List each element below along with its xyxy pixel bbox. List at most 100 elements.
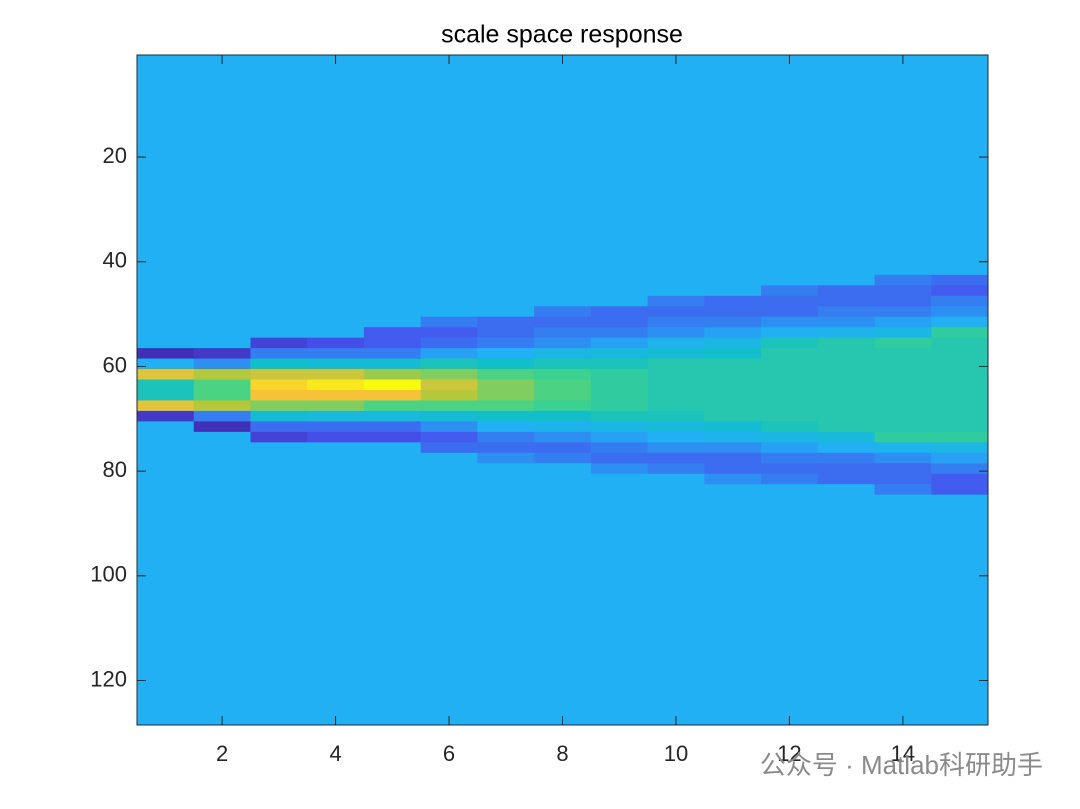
heatmap-cell: [874, 484, 932, 496]
heatmap-cell: [647, 505, 705, 726]
heatmap-cell: [704, 484, 762, 496]
heatmap-cell: [250, 55, 308, 276]
heatmap-cell: [534, 452, 592, 464]
heatmap-cell: [137, 369, 195, 381]
heatmap-cell: [761, 390, 819, 401]
heatmap-cell: [250, 431, 308, 443]
heatmap-cell: [250, 327, 308, 339]
heatmap-cell: [590, 306, 649, 318]
heatmap-cell: [874, 337, 932, 349]
y-tick-label: 80: [103, 457, 127, 482]
heatmap-cell: [534, 400, 592, 412]
heatmap-cell: [363, 295, 422, 307]
heatmap-cell: [193, 358, 251, 370]
heatmap-cell: [590, 295, 649, 307]
heatmap-cell: [590, 463, 649, 475]
heatmap-cell: [647, 327, 705, 339]
heatmap-cell: [477, 505, 535, 726]
heatmap-cell: [193, 390, 251, 401]
heatmap-cell: [931, 421, 989, 433]
heatmap-cell: [363, 484, 422, 496]
heatmap-cell: [874, 390, 932, 401]
heatmap-cell: [931, 327, 989, 339]
heatmap-cell: [817, 348, 876, 360]
heatmap-cell: [307, 55, 365, 276]
heatmap-cell: [193, 473, 251, 485]
y-tick-label: 40: [103, 248, 127, 273]
heatmap-cell: [250, 484, 308, 496]
heatmap-cell: [534, 390, 592, 401]
heatmap-cell: [250, 452, 308, 464]
heatmap-cell: [534, 379, 592, 391]
heatmap-cell: [477, 452, 535, 464]
heatmap-cell: [874, 295, 932, 307]
heatmap-cell: [647, 442, 705, 454]
heatmap-cell: [874, 327, 932, 339]
heatmap-cell: [874, 505, 932, 726]
x-tick-label: 12: [777, 741, 801, 766]
heatmap-cell: [420, 274, 478, 286]
heatmap-cell: [363, 390, 422, 401]
heatmap-cell: [761, 463, 819, 475]
x-tick-label: 2: [216, 741, 228, 766]
heatmap-cell: [307, 306, 365, 318]
heatmap-cell: [761, 431, 819, 443]
heatmap-cell: [761, 274, 819, 286]
heatmap-cell: [874, 379, 932, 391]
heatmap-cell: [534, 505, 592, 726]
heatmap-cell: [420, 285, 478, 297]
heatmap-cell: [704, 306, 762, 318]
heatmap-cell: [363, 316, 422, 328]
heatmap-cell: [761, 369, 819, 381]
heatmap-cell: [704, 410, 762, 422]
heatmap-cell: [250, 337, 308, 349]
heatmap-cell: [137, 55, 195, 276]
x-tick-label: 6: [443, 741, 455, 766]
heatmap-cell: [420, 494, 478, 506]
heatmap-cell: [704, 274, 762, 286]
heatmap-cell: [704, 316, 762, 328]
heatmap-cell: [307, 484, 365, 496]
heatmap-cell: [477, 348, 535, 360]
heatmap-cell: [761, 400, 819, 412]
heatmap-cell: [193, 421, 251, 433]
heatmap-cell: [534, 327, 592, 339]
heatmap-cell: [193, 442, 251, 454]
heatmap-cell: [307, 369, 365, 381]
heatmap-cell: [704, 431, 762, 443]
heatmap-cell: [647, 348, 705, 360]
heatmap-cell: [477, 494, 535, 506]
heatmap-cell: [193, 484, 251, 496]
heatmap-cell: [590, 410, 649, 422]
x-tick-label: 14: [891, 741, 915, 766]
heatmap-cell: [193, 431, 251, 443]
heatmap-cell: [931, 442, 989, 454]
heatmap-cell: [363, 337, 422, 349]
heatmap: [137, 55, 989, 726]
heatmap-cell: [761, 442, 819, 454]
heatmap-cell: [307, 295, 365, 307]
heatmap-cell: [363, 442, 422, 454]
heatmap-cell: [137, 431, 195, 443]
heatmap-cell: [874, 316, 932, 328]
heatmap-cell: [363, 55, 422, 276]
heatmap-cell: [761, 484, 819, 496]
heatmap-cell: [477, 410, 535, 422]
heatmap-cell: [534, 274, 592, 286]
heatmap-cell: [647, 358, 705, 370]
heatmap-cell: [250, 442, 308, 454]
heatmap-cell: [761, 358, 819, 370]
heatmap-cell: [817, 442, 876, 454]
heatmap-cell: [874, 473, 932, 485]
heatmap-cell: [817, 463, 876, 475]
heatmap-cell: [590, 316, 649, 328]
heatmap-cell: [307, 274, 365, 286]
heatmap-cell: [590, 285, 649, 297]
heatmap-cell: [931, 358, 989, 370]
heatmap-cell: [307, 410, 365, 422]
heatmap-cell: [420, 55, 478, 276]
heatmap-cell: [250, 494, 308, 506]
x-tick-label: 8: [556, 741, 568, 766]
heatmap-cell: [137, 463, 195, 475]
heatmap-cell: [137, 400, 195, 412]
